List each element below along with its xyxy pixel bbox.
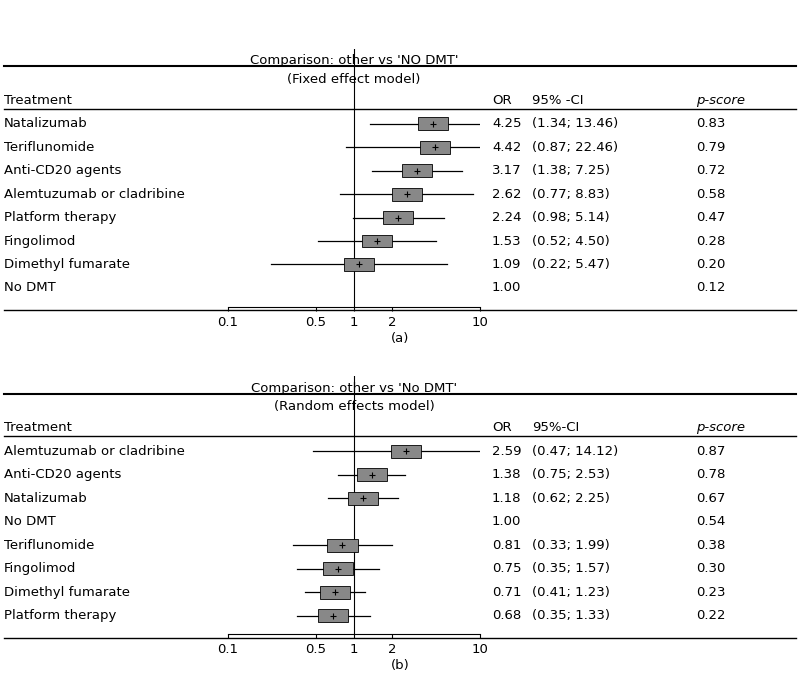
Text: 1.00: 1.00 — [492, 282, 522, 294]
Text: (0.22; 5.47): (0.22; 5.47) — [532, 258, 610, 271]
Text: Dimethyl fumarate: Dimethyl fumarate — [4, 258, 130, 271]
Text: 1.53: 1.53 — [492, 234, 522, 247]
Text: (Random effects model): (Random effects model) — [274, 400, 434, 413]
Text: p-score: p-score — [696, 422, 745, 434]
Text: 0.12: 0.12 — [696, 282, 726, 294]
Text: Natalizumab: Natalizumab — [4, 117, 88, 130]
Bar — [343, 258, 374, 271]
Bar — [348, 492, 378, 505]
Text: (0.98; 5.14): (0.98; 5.14) — [532, 211, 610, 224]
Text: 0.87: 0.87 — [696, 445, 726, 458]
Text: 0.47: 0.47 — [696, 211, 726, 224]
Text: 0.79: 0.79 — [696, 141, 726, 154]
Text: (0.52; 4.50): (0.52; 4.50) — [532, 234, 610, 247]
Text: 0.67: 0.67 — [696, 492, 726, 505]
Text: 0.71: 0.71 — [492, 585, 522, 599]
Text: Fingolimod: Fingolimod — [4, 234, 76, 247]
Text: Alemtuzumab or cladribine: Alemtuzumab or cladribine — [4, 187, 185, 201]
Text: (b): (b) — [390, 659, 410, 672]
Text: (0.75; 2.53): (0.75; 2.53) — [532, 468, 610, 482]
Bar — [391, 445, 421, 458]
Text: Platform therapy: Platform therapy — [4, 211, 116, 224]
Bar — [418, 117, 448, 130]
Text: Teriflunomide: Teriflunomide — [4, 539, 94, 552]
Bar — [357, 468, 386, 482]
Text: 0.68: 0.68 — [492, 609, 522, 622]
Text: No DMT: No DMT — [4, 515, 56, 528]
Text: 0.23: 0.23 — [696, 585, 726, 599]
Text: (a): (a) — [391, 332, 409, 344]
Text: 4.42: 4.42 — [492, 141, 522, 154]
Text: 2.24: 2.24 — [492, 211, 522, 224]
Text: 1.18: 1.18 — [492, 492, 522, 505]
Text: (1.34; 13.46): (1.34; 13.46) — [532, 117, 618, 130]
Text: Teriflunomide: Teriflunomide — [4, 141, 94, 154]
Text: 0.20: 0.20 — [696, 258, 726, 271]
Text: Comparison: other vs 'No DMT': Comparison: other vs 'No DMT' — [251, 381, 457, 395]
Bar — [383, 211, 414, 224]
Bar — [391, 187, 422, 201]
Text: (Fixed effect model): (Fixed effect model) — [287, 72, 421, 86]
Text: No DMT: No DMT — [4, 282, 56, 294]
Text: Natalizumab: Natalizumab — [4, 492, 88, 505]
Text: 0.75: 0.75 — [492, 562, 522, 575]
Bar — [320, 585, 350, 599]
Text: 0.78: 0.78 — [696, 468, 726, 482]
Text: (0.62; 2.25): (0.62; 2.25) — [532, 492, 610, 505]
Text: 0.28: 0.28 — [696, 234, 726, 247]
Text: 2.62: 2.62 — [492, 187, 522, 201]
Text: 0.22: 0.22 — [696, 609, 726, 622]
Text: (0.41; 1.23): (0.41; 1.23) — [532, 585, 610, 599]
Text: (0.35; 1.57): (0.35; 1.57) — [532, 562, 610, 575]
Text: (0.77; 8.83): (0.77; 8.83) — [532, 187, 610, 201]
Text: OR: OR — [492, 94, 512, 107]
Text: Anti-CD20 agents: Anti-CD20 agents — [4, 164, 122, 177]
Text: 1.38: 1.38 — [492, 468, 522, 482]
Text: p-score: p-score — [696, 94, 745, 107]
Text: 0.54: 0.54 — [696, 515, 726, 528]
Text: 0.58: 0.58 — [696, 187, 726, 201]
Text: Dimethyl fumarate: Dimethyl fumarate — [4, 585, 130, 599]
Text: (0.47; 14.12): (0.47; 14.12) — [532, 445, 618, 458]
Text: OR: OR — [492, 422, 512, 434]
Text: 3.17: 3.17 — [492, 164, 522, 177]
Bar — [420, 141, 450, 154]
Text: 0.72: 0.72 — [696, 164, 726, 177]
Text: Treatment: Treatment — [4, 422, 72, 434]
Text: 0.83: 0.83 — [696, 117, 726, 130]
Text: (1.38; 7.25): (1.38; 7.25) — [532, 164, 610, 177]
Bar — [362, 235, 392, 247]
Text: (0.35; 1.33): (0.35; 1.33) — [532, 609, 610, 622]
Text: (0.33; 1.99): (0.33; 1.99) — [532, 539, 610, 552]
Text: Alemtuzumab or cladribine: Alemtuzumab or cladribine — [4, 445, 185, 458]
Text: 1.00: 1.00 — [492, 515, 522, 528]
Text: 0.81: 0.81 — [492, 539, 522, 552]
Text: Platform therapy: Platform therapy — [4, 609, 116, 622]
Text: 0.38: 0.38 — [696, 539, 726, 552]
Bar — [318, 609, 348, 622]
Text: 0.30: 0.30 — [696, 562, 726, 575]
Text: 95%-CI: 95%-CI — [532, 422, 579, 434]
Text: Comparison: other vs 'NO DMT': Comparison: other vs 'NO DMT' — [250, 54, 458, 67]
Text: Treatment: Treatment — [4, 94, 72, 107]
Text: (0.87; 22.46): (0.87; 22.46) — [532, 141, 618, 154]
Text: 1.09: 1.09 — [492, 258, 522, 271]
Bar — [323, 562, 354, 575]
Text: 95% -CI: 95% -CI — [532, 94, 583, 107]
Text: 4.25: 4.25 — [492, 117, 522, 130]
Bar — [402, 164, 432, 177]
Text: Fingolimod: Fingolimod — [4, 562, 76, 575]
Text: 2.59: 2.59 — [492, 445, 522, 458]
Text: Anti-CD20 agents: Anti-CD20 agents — [4, 468, 122, 482]
Bar — [327, 539, 358, 551]
